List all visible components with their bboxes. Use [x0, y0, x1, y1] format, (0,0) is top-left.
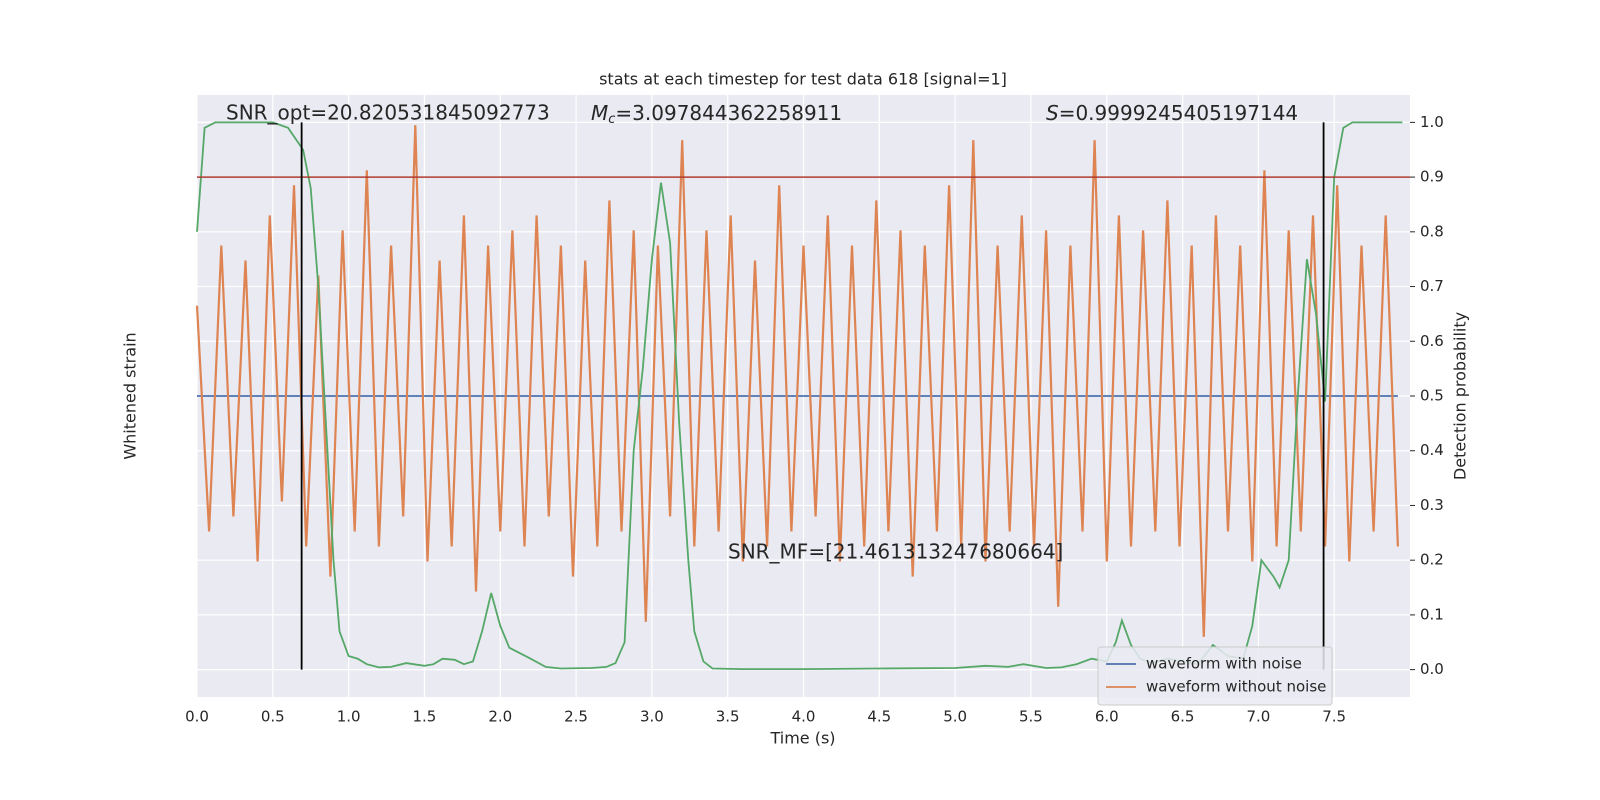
y2-tick-label: 0.6 [1420, 332, 1444, 350]
legend-box [1097, 646, 1333, 706]
annotation: S=0.9999245405197144 [1046, 101, 1298, 125]
annotation-symbol: S [1046, 101, 1059, 125]
x-tick-label: 2.5 [564, 708, 588, 726]
annotation-value: =0.9999245405197144 [1059, 101, 1298, 125]
y2-axis-label: Detection probability [1451, 312, 1470, 480]
y-axis-label: Whitened strain [121, 332, 140, 459]
x-tick-label: 1.0 [337, 708, 361, 726]
y2-tick-label: 0.0 [1420, 660, 1444, 678]
x-tick-label: 0.5 [261, 708, 285, 726]
x-tick-label: 4.0 [792, 708, 816, 726]
y2-tick-label: 1.0 [1420, 113, 1444, 131]
x-tick-label: 6.5 [1171, 708, 1195, 726]
annotation-symbol: M [591, 101, 608, 125]
y2-tick-label: 0.3 [1420, 496, 1444, 514]
y2-tick-label: 0.5 [1420, 387, 1444, 405]
x-tick-label: 6.0 [1095, 708, 1119, 726]
x-tick-label: 5.5 [1019, 708, 1043, 726]
x-axis-label: Time (s) [769, 729, 835, 748]
y2-tick-label: 0.9 [1420, 168, 1444, 186]
y2-tick-label: 0.2 [1420, 551, 1444, 569]
annotation: SNR_opt=20.820531845092773 [226, 101, 550, 125]
annotation-subscript: c [608, 112, 615, 127]
x-tick-label: 5.0 [943, 708, 967, 726]
x-tick-label: 4.5 [867, 708, 891, 726]
series-line [195, 125, 1399, 637]
x-tick-label: 7.0 [1246, 708, 1270, 726]
x-tick-label: 0.0 [185, 708, 209, 726]
legend-label: waveform with noise [1146, 655, 1302, 673]
x-tick-label: 3.5 [716, 708, 740, 726]
x-tick-label: 1.5 [413, 708, 437, 726]
x-tick-label: 3.0 [640, 708, 664, 726]
y2-tick-label: 0.1 [1420, 605, 1444, 623]
annotation: SNR_MF=[21.461313247680664] [728, 540, 1063, 564]
series-line [196, 121, 1403, 670]
x-tick-label: 2.0 [488, 708, 512, 726]
x-tick-label: 7.5 [1322, 708, 1346, 726]
y2-tick-label: 0.7 [1420, 277, 1444, 295]
annotation: Mc=3.097844362258911 [591, 101, 842, 127]
chart-title: stats at each timestep for test data 618… [599, 70, 1007, 89]
y2-tick-label: 0.4 [1420, 441, 1444, 459]
legend-label: waveform without noise [1146, 678, 1326, 696]
y2-tick-label: 0.8 [1420, 222, 1444, 240]
annotation-value: =3.097844362258911 [615, 101, 842, 125]
